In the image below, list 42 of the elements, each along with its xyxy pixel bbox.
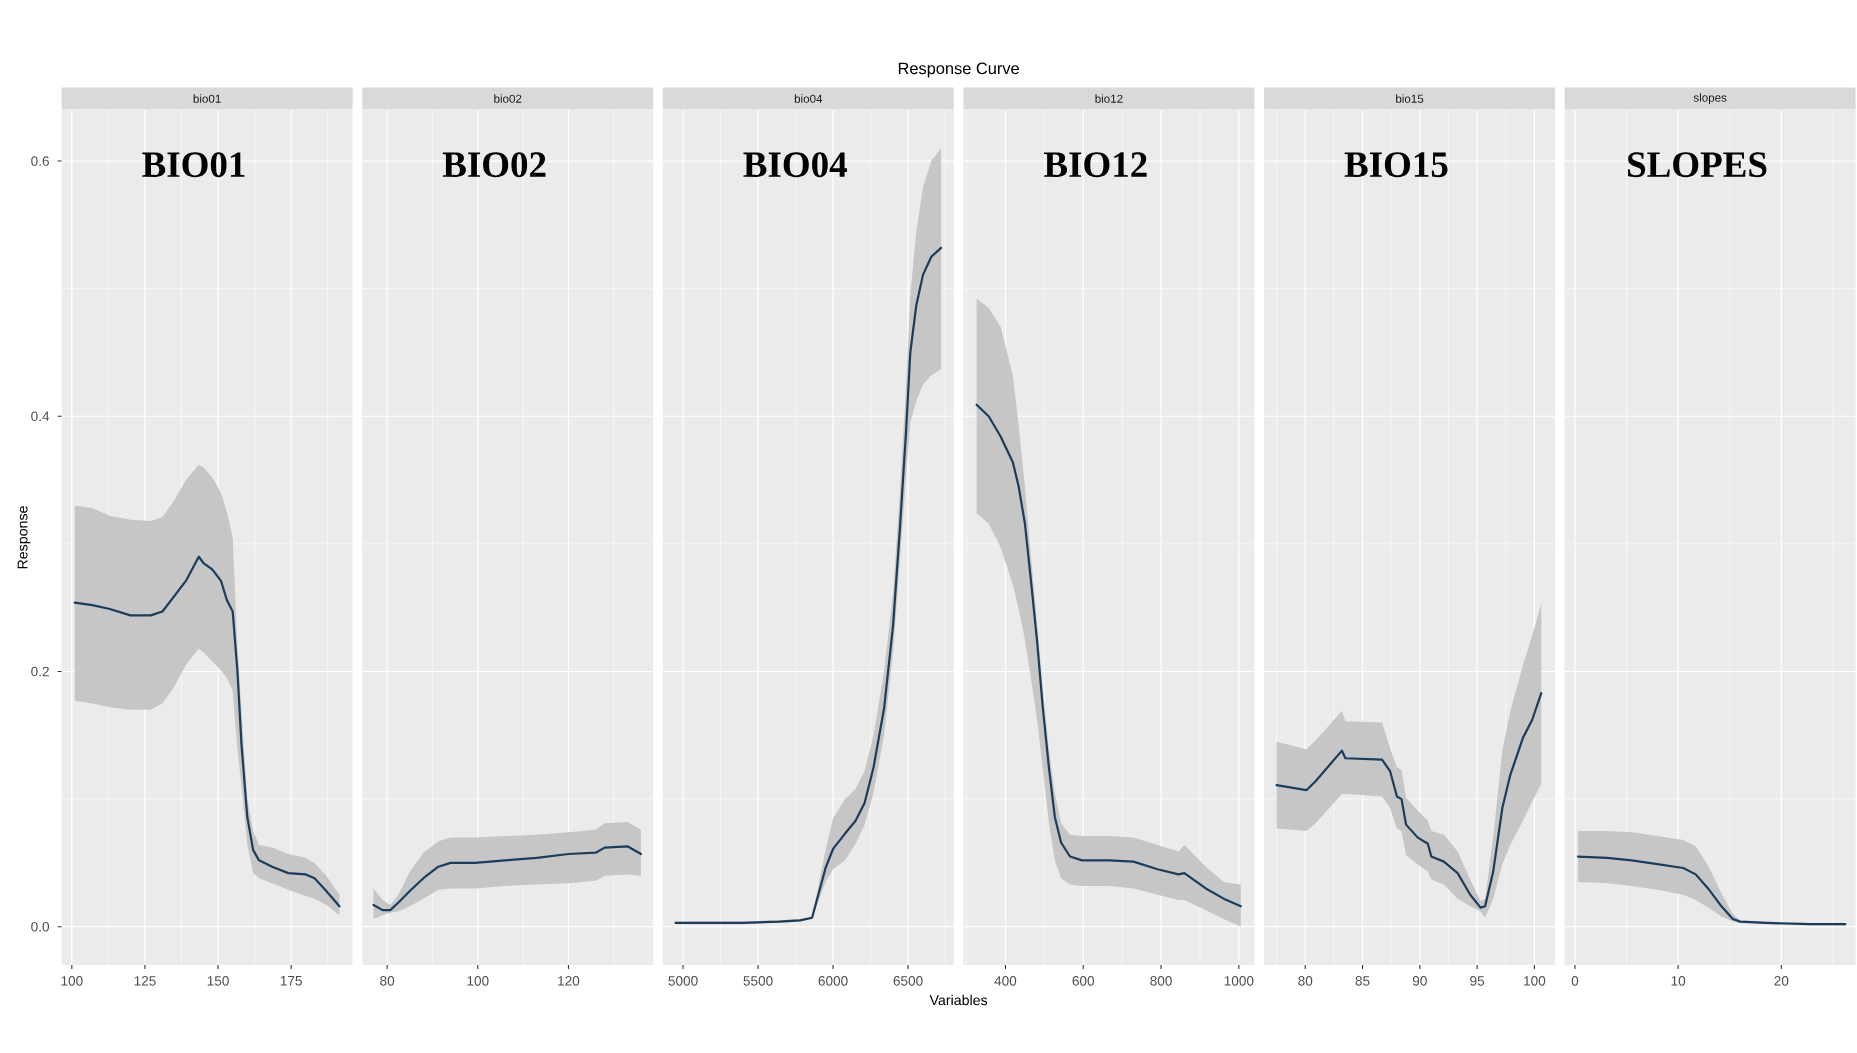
x-tick-label: 6000 bbox=[818, 976, 848, 986]
annotation: BIO15 bbox=[1344, 152, 1448, 178]
x-tick-label: 150 bbox=[207, 976, 229, 986]
x-tick-label: 80 bbox=[1298, 976, 1313, 986]
chart-subtitle: bio04 bbox=[794, 94, 823, 103]
chart-subtitle: slopes bbox=[1693, 93, 1727, 105]
chart-title: Response Curve bbox=[898, 62, 1019, 78]
x-tick-label: 1000 bbox=[1224, 976, 1254, 986]
x-tick-label: 90 bbox=[1412, 976, 1427, 986]
x-tick-label: 0 bbox=[1571, 976, 1579, 986]
chart-subtitle: bio12 bbox=[1095, 94, 1123, 103]
annotation: BIO12 bbox=[1044, 152, 1147, 178]
x-tick-label: 175 bbox=[280, 976, 302, 986]
y-axis-title: Response bbox=[17, 506, 31, 569]
x-tick-label: 6500 bbox=[893, 976, 923, 986]
y-tick-label: 0.4 bbox=[31, 411, 50, 422]
x-tick-label: 100 bbox=[61, 976, 83, 986]
x-tick-label: 95 bbox=[1470, 976, 1485, 986]
x-tick-label: 600 bbox=[1072, 976, 1095, 986]
y-tick-label: 0.0 bbox=[31, 921, 50, 932]
x-tick-label: 20 bbox=[1774, 976, 1789, 986]
chart-subtitle: bio02 bbox=[494, 94, 522, 103]
chart-subtitle: bio01 bbox=[193, 94, 221, 103]
annotation: SLOPES bbox=[1628, 152, 1767, 178]
x-tick-label: 800 bbox=[1150, 976, 1172, 986]
x-tick-label: 100 bbox=[467, 976, 489, 986]
annotation: BIO02 bbox=[442, 152, 546, 178]
annotation: BIO04 bbox=[743, 152, 847, 178]
annotation: BIO01 bbox=[142, 152, 245, 178]
x-tick-label: 100 bbox=[1524, 976, 1546, 986]
x-tick-label: 120 bbox=[558, 976, 580, 986]
x-tick-label: 5000 bbox=[668, 976, 698, 986]
y-tick-label: 0.6 bbox=[31, 156, 49, 166]
y-tick-label: 0.2 bbox=[31, 666, 49, 677]
x-tick-label: 125 bbox=[134, 976, 156, 986]
x-tick-label: 5500 bbox=[743, 976, 773, 986]
x-tick-label: 85 bbox=[1355, 976, 1370, 986]
chart-subtitle: bio15 bbox=[1396, 94, 1424, 103]
x-axis-title: Variables bbox=[929, 994, 988, 1006]
x-tick-label: 400 bbox=[994, 976, 1017, 986]
x-tick-label: 10 bbox=[1671, 976, 1686, 986]
x-tick-label: 80 bbox=[380, 976, 395, 986]
